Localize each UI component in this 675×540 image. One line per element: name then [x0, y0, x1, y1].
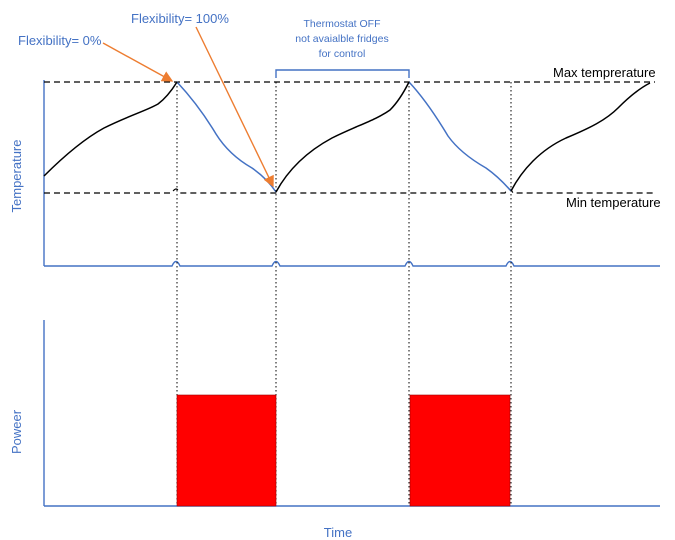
flexibility-100-arrow — [195, 26, 274, 188]
thermostat-off-label-line3: for control — [319, 48, 366, 60]
thermostat-off-label-line2: not avaialble fridges — [295, 33, 388, 45]
temperature-fall-curve-1 — [176, 81, 277, 193]
flexibility-100-label: Flexibility= 100% — [131, 11, 229, 26]
flexibility-0-arrow — [102, 42, 174, 82]
power-panel — [43, 320, 660, 507]
temperature-panel — [43, 80, 660, 267]
power-axis-title: Poweer — [9, 409, 24, 454]
power-on-block-1 — [176, 394, 277, 507]
temperature-axis-title: Temperature — [9, 140, 24, 213]
min-temperature-line — [44, 188, 655, 194]
temperature-x-axis — [44, 260, 660, 267]
time-axis-title: Time — [324, 525, 352, 540]
temperature-rise-curve-3 — [510, 82, 651, 192]
thermostat-off-label-line1: Thermostat OFF — [303, 18, 380, 30]
power-on-block-2 — [409, 394, 511, 507]
temperature-rise-curve-2 — [275, 81, 410, 193]
temperature-rise-curve-1 — [43, 81, 178, 177]
max-temperature-label: Max temprerature — [553, 65, 656, 80]
thermostat-off-bracket — [275, 69, 410, 78]
flexibility-0-label: Flexibility= 0% — [18, 33, 102, 48]
min-temperature-label: Min temperature — [566, 195, 661, 210]
temperature-fall-curve-2 — [408, 81, 512, 192]
